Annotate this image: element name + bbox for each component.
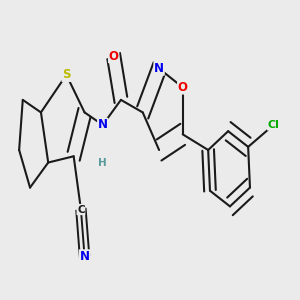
Text: H: H (98, 158, 107, 167)
Text: O: O (109, 50, 118, 62)
Text: S: S (62, 68, 70, 81)
Text: N: N (154, 62, 164, 75)
Text: Cl: Cl (268, 120, 280, 130)
Text: N: N (98, 118, 108, 131)
Text: N: N (80, 250, 90, 263)
Text: C: C (77, 205, 85, 214)
Text: O: O (178, 81, 188, 94)
